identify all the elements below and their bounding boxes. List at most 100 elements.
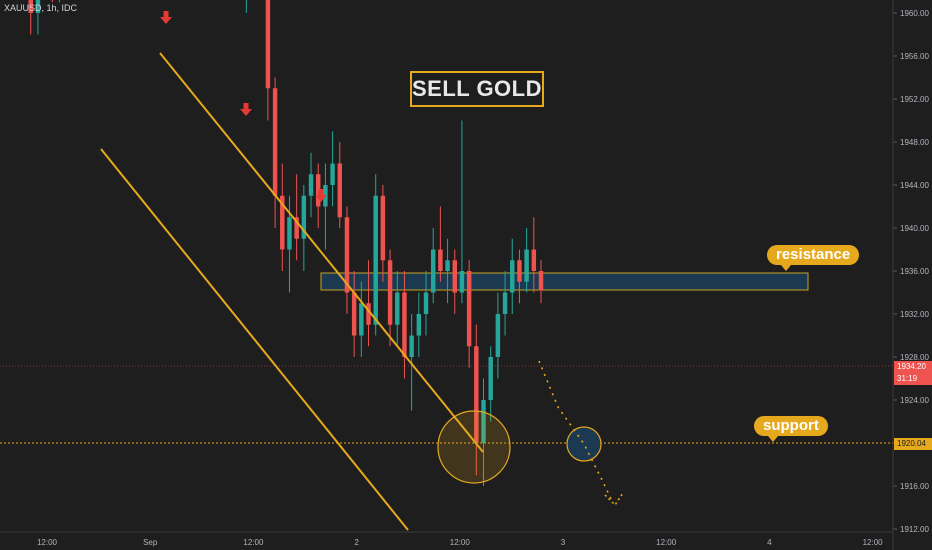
x-axis-tick-label: 12:00 — [243, 538, 264, 547]
down-arrow-icon — [315, 189, 327, 202]
candle — [459, 120, 465, 304]
candles — [28, 0, 544, 486]
candle — [380, 185, 386, 282]
y-axis-tick-label: 1932.00 — [900, 310, 929, 319]
candle-body — [495, 314, 501, 357]
candle — [28, 0, 33, 35]
candle-body — [315, 174, 321, 207]
candle — [502, 271, 508, 336]
candle-body — [466, 271, 472, 347]
down-arrow-icon — [240, 103, 252, 116]
y-axis-tick-label: 1948.00 — [900, 138, 929, 147]
candle-body — [416, 314, 422, 336]
resistance-zone-rect[interactable] — [320, 272, 809, 291]
candle-body — [517, 260, 522, 282]
candle-body — [380, 195, 386, 261]
y-axis-tick-label: 1944.00 — [900, 181, 929, 190]
down-arrow-icon — [160, 11, 172, 24]
candle — [308, 152, 314, 218]
candle — [387, 249, 393, 347]
candle-body — [538, 271, 544, 291]
candle — [330, 131, 335, 207]
candle-body — [287, 217, 292, 250]
y-axis-tick-label: 1960.00 — [900, 9, 929, 18]
support-price-tag: 1920.04 — [894, 438, 932, 450]
resistance-callout: resistance — [767, 245, 860, 271]
y-axis-tick-label: 1952.00 — [900, 95, 929, 104]
candle — [351, 271, 357, 357]
x-axis-tick-label: 4 — [767, 538, 772, 547]
candle-body — [445, 260, 450, 271]
y-axis-tick-label: 1916.00 — [900, 482, 929, 491]
candle — [488, 346, 493, 422]
target-circle[interactable] — [566, 426, 602, 462]
candle — [272, 77, 278, 228]
sell-arrows — [160, 11, 327, 202]
candle — [538, 260, 544, 304]
candle-body — [359, 303, 364, 336]
candle — [517, 249, 522, 304]
candle-body — [373, 195, 378, 325]
candle — [265, 0, 271, 121]
x-axis-tick-label: 12:00 — [656, 538, 677, 547]
candle-body — [459, 271, 465, 293]
candle — [481, 378, 486, 486]
candle — [531, 217, 537, 293]
candle — [58, 0, 60, 3]
candle — [466, 260, 472, 368]
candle-body — [438, 249, 443, 271]
x-axis-tick-label: 2 — [354, 538, 359, 547]
bounce-circle[interactable] — [437, 410, 511, 484]
candle-body — [423, 292, 429, 314]
candle-body — [330, 163, 335, 185]
candle — [445, 238, 450, 304]
candle — [366, 260, 371, 347]
candle — [423, 271, 429, 336]
candle-body — [395, 292, 400, 325]
candle — [294, 174, 299, 261]
candle-body — [294, 217, 299, 239]
x-axis-tick-label: 12:00 — [37, 538, 58, 547]
candle — [359, 281, 364, 357]
candle-body — [409, 335, 414, 357]
support-callout: support — [754, 416, 828, 442]
candle-body — [481, 400, 486, 443]
candle — [416, 292, 422, 357]
y-axis-tick-label: 1924.00 — [900, 396, 929, 405]
y-axis-tick-label: 1912.00 — [900, 525, 929, 534]
x-axis: 3112:00Sep12:00212:00312:00412:00712:008… — [37, 538, 884, 547]
candle — [438, 206, 443, 282]
candle — [373, 174, 378, 336]
y-axis: 1912.001916.001920.001924.001928.001932.… — [893, 9, 929, 534]
candle-body — [308, 174, 314, 196]
candle-body — [531, 249, 537, 271]
candle-body — [272, 88, 278, 196]
candle — [35, 0, 41, 35]
candle-body — [337, 163, 343, 218]
candle — [430, 228, 436, 304]
projection-arrowhead — [604, 492, 624, 507]
candle — [301, 185, 307, 271]
candle — [495, 292, 501, 379]
candle-body — [488, 357, 493, 400]
y-axis-tick-label: 1940.00 — [900, 224, 929, 233]
candle — [323, 163, 328, 250]
channel-lower-line[interactable] — [100, 148, 409, 531]
candle — [245, 0, 247, 13]
candle-body — [301, 195, 307, 239]
candle-body — [35, 0, 41, 13]
last-price-tag: 1934.20 — [894, 361, 932, 373]
sell-gold-annotation: SELL GOLD — [410, 71, 544, 107]
channel-upper-line[interactable] — [159, 52, 484, 453]
candle-body — [344, 217, 350, 293]
candle-body — [510, 260, 515, 293]
candle — [474, 324, 479, 476]
y-axis-tick-label: 1928.00 — [900, 353, 929, 362]
candle — [510, 238, 515, 314]
candle-body — [402, 292, 407, 357]
y-axis-tick-label: 1956.00 — [900, 52, 929, 61]
x-axis-tick-label: 12:00 — [863, 538, 884, 547]
candle-body — [366, 303, 371, 325]
candle-body — [280, 195, 285, 250]
